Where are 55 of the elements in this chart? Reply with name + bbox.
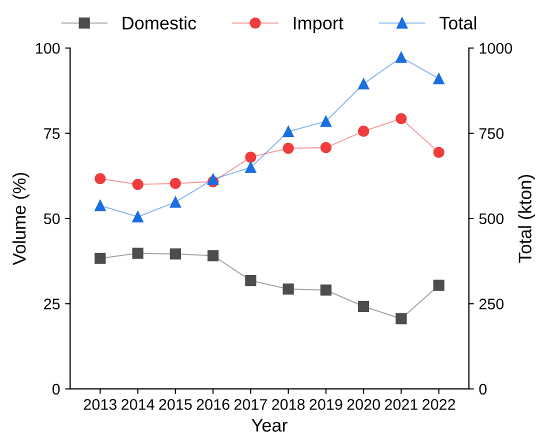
x-tick-label: 2022 <box>422 399 456 410</box>
y2-tick-label: 500 <box>479 213 504 224</box>
y-tick-label: 100 <box>36 42 60 54</box>
point <box>245 274 256 286</box>
point <box>396 113 407 124</box>
point <box>320 284 332 296</box>
y2-tick-label: 1000 <box>480 42 512 54</box>
point <box>132 248 144 259</box>
point <box>208 250 219 262</box>
x-tick-label: 2014 <box>122 399 154 410</box>
point <box>282 142 294 154</box>
y-tick-label: 50 <box>44 213 60 224</box>
point <box>94 173 106 184</box>
point <box>433 73 444 84</box>
point <box>358 126 370 137</box>
point <box>170 248 181 260</box>
y-tick-label: 0 <box>52 384 60 395</box>
point <box>433 146 444 158</box>
point <box>396 52 407 63</box>
y-axis-title: Volume (%) <box>12 172 30 266</box>
point <box>208 174 219 185</box>
point <box>396 313 407 324</box>
point <box>282 284 294 295</box>
y2-tick-label: 750 <box>479 128 504 139</box>
x-tick-label: 2015 <box>159 399 192 410</box>
point <box>94 200 106 212</box>
point <box>170 178 181 189</box>
x-tick-label: 2017 <box>234 399 267 410</box>
x-tick-label: 2019 <box>310 399 342 410</box>
legend-label: Import <box>294 16 344 34</box>
point <box>358 300 370 312</box>
y-tick-label: 75 <box>44 128 60 139</box>
legend-label: Domestic <box>122 16 196 30</box>
x-tick-label: 2021 <box>384 399 418 410</box>
point <box>245 152 256 163</box>
x-axis-title: Year <box>252 419 288 432</box>
x-tick-label: 2013 <box>84 399 116 410</box>
point <box>282 126 294 138</box>
y-tick-label: 25 <box>44 298 60 310</box>
point <box>320 116 332 127</box>
point <box>433 280 444 291</box>
point <box>245 162 256 173</box>
point <box>132 178 144 190</box>
point <box>320 142 332 154</box>
point <box>358 78 370 90</box>
y2-axis-title: Total (kton) <box>518 174 536 263</box>
y2-tick-label: 0 <box>479 384 487 395</box>
x-tick-label: 2018 <box>272 399 305 410</box>
x-tick-label: 2020 <box>347 399 380 410</box>
legend-label: Total <box>440 16 476 30</box>
point <box>170 196 181 208</box>
point <box>132 211 144 222</box>
y2-tick-label: 250 <box>479 298 504 310</box>
x-tick-label: 2016 <box>196 399 230 410</box>
point <box>94 252 106 264</box>
